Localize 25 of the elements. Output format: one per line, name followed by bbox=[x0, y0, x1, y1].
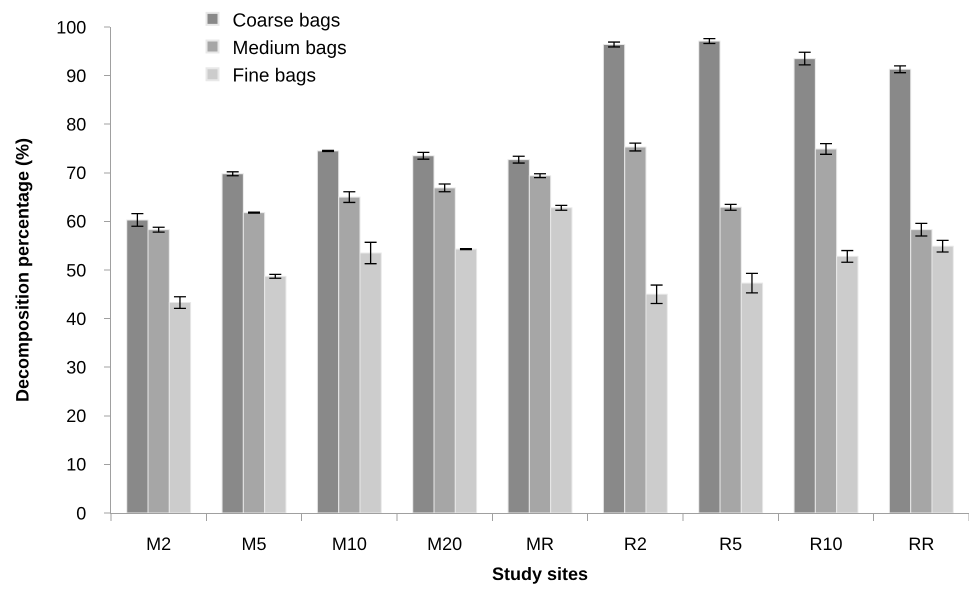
x-tick-label: M2 bbox=[146, 534, 172, 554]
legend-label: Medium bags bbox=[232, 38, 347, 59]
y-tick-label: 40 bbox=[66, 308, 86, 329]
y-tick-label: 20 bbox=[66, 406, 86, 426]
x-tick-label: RR bbox=[908, 534, 934, 554]
x-tick-label: R10 bbox=[809, 534, 843, 554]
y-tick-label: 60 bbox=[66, 212, 86, 232]
y-tick-label: 10 bbox=[66, 454, 86, 475]
y-tick-label: 50 bbox=[66, 260, 86, 280]
x-tick-label: M10 bbox=[332, 534, 367, 554]
y-tick-label: 0 bbox=[76, 503, 86, 524]
y-tick-label: 90 bbox=[66, 66, 86, 86]
legend-label: Coarse bags bbox=[232, 10, 340, 32]
y-tick-label: 30 bbox=[66, 358, 86, 378]
x-tick-label: M20 bbox=[427, 534, 462, 554]
x-axis-title: Study sites bbox=[492, 564, 588, 584]
legend-label: Fine bags bbox=[232, 66, 316, 87]
y-tick-label: 70 bbox=[66, 163, 86, 184]
y-tick-label: 80 bbox=[66, 114, 86, 134]
y-axis-title: Decomposition percentage (%) bbox=[12, 138, 32, 402]
x-tick-label: M5 bbox=[241, 534, 267, 554]
x-tick-label: R2 bbox=[624, 534, 647, 554]
x-tick-label: MR bbox=[526, 534, 554, 554]
x-tick-label: R5 bbox=[719, 534, 742, 554]
y-tick-label: 100 bbox=[56, 17, 86, 38]
